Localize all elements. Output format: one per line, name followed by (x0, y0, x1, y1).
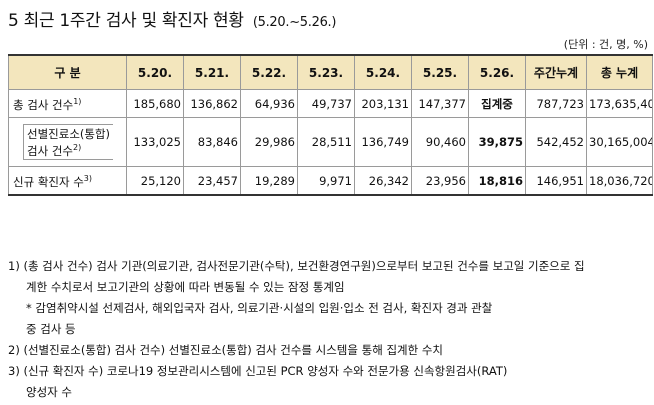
footnote-line: 1) (총 검사 건수) 검사 기관(의료기관, 검사전문기관(수탁), 보건환… (8, 259, 585, 273)
table-cell: 542,452 (525, 117, 587, 167)
table-cell: 26,342 (354, 166, 412, 196)
table-cell: 39,875 (468, 117, 526, 167)
table-cell: 146,951 (525, 166, 587, 196)
table-row: 신규 확진자 수3) 25,120 23,457 19,289 9,971 26… (8, 166, 653, 196)
footnote-line: 중 검사 등 (26, 322, 76, 336)
table-cell: 49,737 (297, 89, 355, 118)
table-cell: 133,025 (126, 117, 184, 167)
footnote-line: 3) (신규 확진자 수) 코로나19 정보관리시스템에 신고된 PCR 양성자… (8, 364, 508, 378)
header-cell: 구 분 (8, 54, 127, 90)
table-cell: 787,723 (525, 89, 587, 118)
table-cell: 30,165,004 (586, 117, 653, 167)
header-cell: 5.20. (126, 54, 184, 90)
table-cell: 23,956 (411, 166, 469, 196)
table-cell: 173,635,403 (586, 89, 653, 118)
table-cell: 9,971 (297, 166, 355, 196)
unit-label: (단위 : 건, 명, %) (563, 38, 648, 51)
table-row: 선별진료소(통합) 검사 건수2) 133,025 83,846 29,986 2… (8, 117, 653, 167)
table-cell: 136,862 (183, 89, 241, 118)
footnote-line: * 감염취약시설 선제검사, 해외입국자 검사, 의료기관·시설의 입원·입소 … (26, 301, 493, 315)
header-cell: 5.25. (411, 54, 469, 90)
footnotes: 1) (총 검사 건수) 검사 기관(의료기관, 검사전문기관(수탁), 보건환… (8, 256, 648, 403)
table-cell: 29,986 (240, 117, 298, 167)
table-cell-pending: 집계중 (468, 89, 526, 118)
table-cell: 23,457 (183, 166, 241, 196)
row-label-screening-tests: 선별진료소(통합) 검사 건수2) (8, 117, 127, 167)
table-cell: 185,680 (126, 89, 184, 118)
header-cell: 총 누계 (586, 54, 653, 90)
table-header-row: 구 분 5.20. 5.21. 5.22. 5.23. 5.24. 5.25. … (8, 54, 653, 90)
table-cell: 18,816 (468, 166, 526, 196)
table-cell: 64,936 (240, 89, 298, 118)
title-main: 5 최근 1주간 검사 및 확진자 현황 (8, 11, 244, 31)
table-cell: 18,036,720 (586, 166, 653, 196)
table-cell: 203,131 (354, 89, 412, 118)
table-cell: 147,377 (411, 89, 469, 118)
row-label-new-cases: 신규 확진자 수3) (8, 166, 127, 196)
header-cell: 주간누계 (525, 54, 587, 90)
header-cell: 5.26. (468, 54, 526, 90)
header-cell: 5.22. (240, 54, 298, 90)
footnote-line: 2) (선별진료소(통합) 검사 건수) 선별진료소(통합) 검사 건수를 시스… (8, 343, 443, 357)
table-cell: 25,120 (126, 166, 184, 196)
stats-table: 구 분 5.20. 5.21. 5.22. 5.23. 5.24. 5.25. … (8, 54, 653, 196)
footnote-line: 계한 수치로서 보고기관의 상황에 따라 변동될 수 있는 잠정 통계임 (26, 280, 345, 294)
header-cell: 5.24. (354, 54, 412, 90)
title-date-range: (5.20.~5.26.) (252, 15, 337, 30)
header-cell: 5.23. (297, 54, 355, 90)
row-label-total-tests: 총 검사 건수1) (8, 89, 127, 118)
table-cell: 19,289 (240, 166, 298, 196)
table-cell: 136,749 (354, 117, 412, 167)
section-title: 5 최근 1주간 검사 및 확진자 현황 (5.20.~5.26.) (8, 6, 336, 31)
table-cell: 83,846 (183, 117, 241, 167)
header-cell: 5.21. (183, 54, 241, 90)
table-row: 총 검사 건수1) 185,680 136,862 64,936 49,737 … (8, 89, 653, 118)
footnote-line: 양성자 수 (26, 385, 72, 399)
table-cell: 90,460 (411, 117, 469, 167)
table-cell: 28,511 (297, 117, 355, 167)
